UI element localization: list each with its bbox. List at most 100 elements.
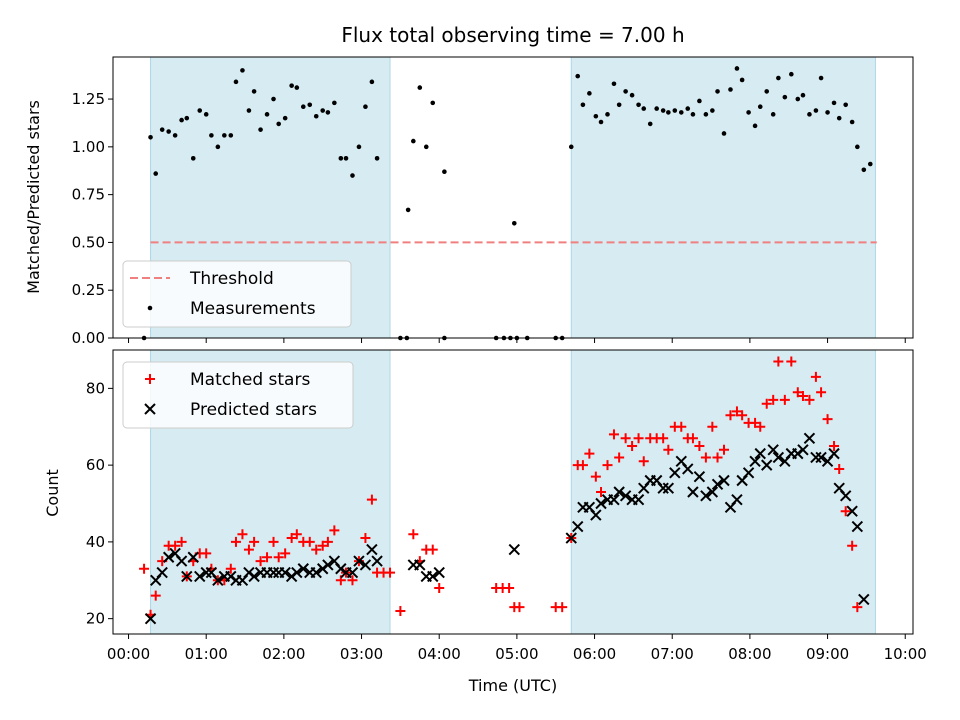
predicted-point — [187, 551, 199, 563]
measurement-point — [813, 108, 819, 113]
measurement-point — [641, 106, 647, 111]
measurement-point — [764, 89, 770, 94]
matched-point — [291, 529, 302, 540]
measurement-point — [411, 138, 416, 144]
measurement-point — [867, 161, 873, 167]
predicted-point — [846, 505, 858, 517]
predicted-point — [291, 566, 303, 579]
measurement-point — [271, 96, 276, 102]
predicted-point — [144, 612, 157, 625]
measurement-point — [629, 92, 635, 98]
matched-point — [852, 602, 863, 613]
matched-point — [810, 371, 821, 382]
matched-point — [237, 529, 248, 540]
measurement-point — [423, 144, 429, 150]
matched-point — [602, 460, 613, 471]
matched-point — [311, 544, 322, 555]
matched-point — [150, 590, 161, 601]
predicted-point — [749, 455, 761, 468]
measurement-point — [739, 77, 745, 83]
predicted-point — [194, 570, 206, 583]
measurement-point — [611, 81, 617, 87]
matched-point — [584, 448, 595, 459]
measurement-point — [258, 127, 263, 132]
matched-point — [347, 575, 358, 586]
matched-point — [360, 533, 371, 544]
measurement-point — [276, 121, 281, 127]
measurement-point — [757, 104, 763, 110]
measurement-point — [861, 167, 867, 173]
x-tick-label: 05:00 — [495, 645, 538, 663]
measurement-point — [715, 89, 720, 94]
top-legend: Threshold Measurements — [122, 260, 352, 328]
measurement-point — [282, 115, 288, 121]
x-tick-label: 08:00 — [728, 645, 771, 663]
measurement-point — [660, 108, 666, 113]
measurement-point — [511, 221, 517, 226]
top-legend-label: Threshold — [189, 269, 274, 289]
top-y-tick-label: 0.25 — [72, 281, 105, 299]
bottom-legend-label: Matched stars — [190, 370, 310, 390]
top-y-tick-label: 0.75 — [72, 186, 105, 204]
matched-point — [779, 394, 790, 405]
measurement-point — [172, 133, 178, 138]
measurement-point — [148, 134, 153, 140]
predicted-point — [346, 566, 359, 579]
matched-point — [638, 456, 649, 467]
top-legend-label: Measurements — [190, 299, 316, 319]
predicted-point — [181, 570, 193, 583]
measurement-point — [666, 110, 671, 115]
bottom-y-axis-label: Count — [43, 469, 62, 517]
chart-title: Flux total observing time = 7.00 h — [341, 23, 684, 47]
measurement-point — [209, 133, 214, 138]
matched-point — [804, 394, 815, 405]
measurement-point — [405, 207, 411, 213]
measurement-point — [580, 102, 586, 108]
measurement-point — [818, 75, 824, 81]
matched-point — [230, 536, 241, 547]
measurement-point — [294, 85, 300, 90]
matched-point — [304, 536, 315, 547]
measurement-point — [289, 83, 294, 88]
measurement-point — [782, 94, 788, 100]
measurement-point — [728, 87, 733, 92]
matched-point — [596, 487, 607, 497]
predicted-point — [682, 463, 694, 475]
predicted-point — [711, 478, 724, 491]
measurement-point — [197, 108, 203, 113]
measurement-point — [685, 106, 691, 111]
bottom-shaded-interval-1 — [570, 349, 876, 635]
predicted-point — [322, 559, 334, 571]
matched-point — [737, 410, 748, 421]
matched-point — [847, 540, 858, 551]
predicted-point — [693, 470, 706, 483]
matched-point — [577, 460, 588, 471]
predicted-point — [772, 451, 785, 464]
predicted-point — [572, 520, 584, 533]
predicted-point — [371, 555, 383, 567]
matched-point — [434, 582, 445, 593]
bottom-legend-box — [122, 361, 354, 429]
matched-point — [395, 605, 406, 616]
predicted-point — [433, 566, 445, 579]
measurement-point — [598, 119, 604, 125]
predicted-point — [608, 493, 620, 506]
predicted-point — [687, 486, 699, 498]
measurement-point — [568, 144, 574, 150]
predicted-point — [200, 566, 212, 579]
measurement-point — [338, 156, 344, 161]
top-y-tick-label: 1.25 — [72, 90, 105, 108]
bottom-panel: 20 40 60 80 00:00 01:00 02:00 03:00 04:00 05:00 06… — [86, 349, 927, 663]
measurement-point — [654, 106, 659, 111]
top-panel: 0.00 0.25 0.50 0.75 1.00 1.25 Threshold Measure… — [72, 56, 914, 347]
matched-point — [731, 406, 742, 417]
matched-point — [427, 544, 438, 555]
x-tick-label: 02:00 — [262, 645, 305, 663]
bottom-legend: Matched stars Predicted stars — [122, 361, 354, 429]
matched-point — [676, 421, 687, 432]
matched-point — [557, 602, 568, 613]
measurement-point — [166, 129, 171, 134]
matched-point — [687, 433, 698, 444]
measurement-point — [417, 85, 423, 90]
